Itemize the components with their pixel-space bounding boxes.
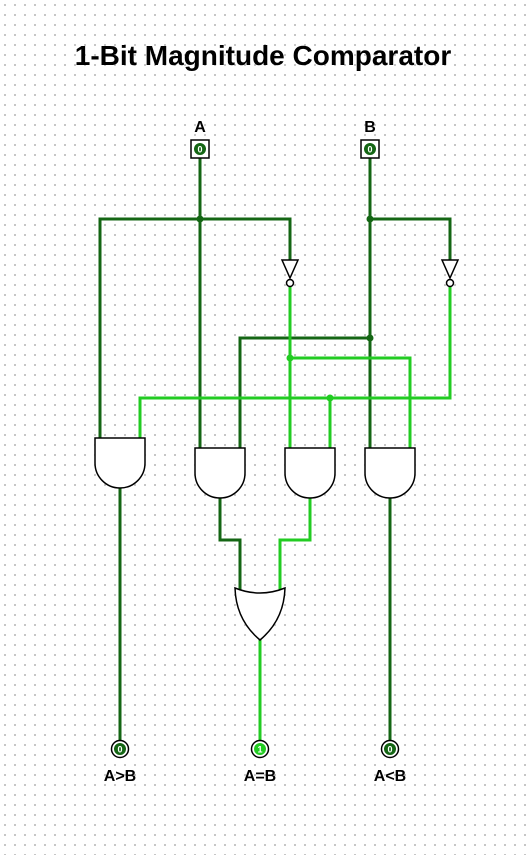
- output-a-gt-b-value: 0: [117, 745, 122, 755]
- wire-and2-out: [218, 496, 242, 594]
- and-gate-a-lt-b[interactable]: [364, 447, 416, 499]
- output-pin-a-eq-b: 1: [250, 739, 270, 759]
- wire-b-to-and2: [238, 336, 372, 450]
- junctions: [196, 215, 374, 402]
- wire-a-branch: [98, 217, 292, 260]
- input-b-value: 0: [367, 145, 372, 155]
- input-b-label: B: [364, 119, 376, 136]
- wire-and3-out: [278, 496, 312, 594]
- output-a-lt-b-label: A<B: [374, 768, 406, 785]
- wires-low: [98, 158, 452, 742]
- input-pin-a[interactable]: 0: [190, 139, 210, 159]
- input-a-value: 0: [197, 145, 202, 155]
- output-pin-a-gt-b: 0: [110, 739, 130, 759]
- output-a-gt-b-label: A>B: [104, 768, 136, 785]
- wire-b-branch: [368, 217, 452, 260]
- junction-b-low: [366, 334, 374, 342]
- output-pin-a-lt-b: 0: [380, 739, 400, 759]
- junction-b: [366, 215, 374, 223]
- or-gate-equal[interactable]: [234, 586, 286, 641]
- junction-a: [196, 215, 204, 223]
- and-gate-both-low[interactable]: [284, 447, 336, 499]
- input-a-label: A: [194, 119, 206, 136]
- diagram-title: 1-Bit Magnitude Comparator: [74, 40, 452, 71]
- junction-notb: [326, 394, 334, 402]
- not-gate-b[interactable]: [440, 259, 460, 288]
- not-gate-a[interactable]: [280, 259, 300, 288]
- wires-high: [138, 286, 452, 742]
- wire-nota-to-and4: [288, 356, 412, 450]
- input-pin-b[interactable]: 0: [360, 139, 380, 159]
- and-gate-a-gt-b[interactable]: [94, 437, 146, 489]
- output-a-eq-b-label: A=B: [244, 768, 276, 785]
- wire-notb: [138, 286, 452, 440]
- junction-nota: [286, 354, 294, 362]
- output-a-lt-b-value: 0: [387, 745, 392, 755]
- output-a-eq-b-value: 1: [257, 745, 262, 755]
- and-gate-both-high[interactable]: [194, 447, 246, 499]
